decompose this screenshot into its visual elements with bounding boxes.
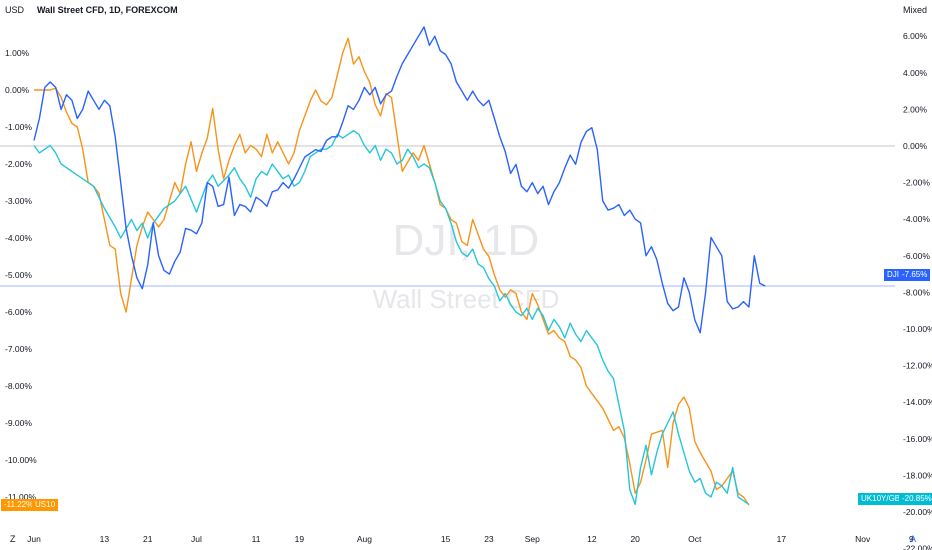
uk-value-badge: -20.85% [899,493,932,505]
left-tick-label: -11.00% [5,492,36,502]
right-tick-label: 4.00% [903,68,928,78]
x-tick-label: Jul [191,534,202,544]
watermark-symbol: DJI, 1D [393,216,540,265]
x-tick-label: 11 [252,534,261,544]
left-tick-label: -2.00% [5,159,32,169]
x-tick-label: 9 [909,534,914,544]
left-tick-label: -4.00% [5,233,32,243]
right-tick-label: 6.00% [903,31,928,41]
x-tick-label: Sep [525,534,540,544]
right-tick-label: -8.00% [903,287,930,297]
x-tick-label: Jun [27,534,41,544]
right-tick-label: -18.00% [903,470,932,480]
left-axis: 1.00% 0.00% -1.00% -2.00% -3.00% -4.00% -5.00%… [5,48,37,502]
series-line-uk10y-gbp[interactable] [33,130,750,506]
right-tick-label: -14.00% [903,397,932,407]
right-tick-label: -10.00% [903,324,932,334]
left-tick-label: -5.00% [5,270,32,280]
left-tick-label: 0.00% [5,85,30,95]
x-tick-label: Oct [688,534,702,544]
left-tick-label: -7.00% [5,344,32,354]
x-tick-label: 12 [587,534,597,544]
left-tick-label: -1.00% [5,122,32,132]
chart-title[interactable]: Wall Street CFD, 1D, FOREXCOM [37,5,178,15]
right-tick-label: 2.00% [903,104,928,114]
x-tick-label: 19 [295,534,305,544]
x-axis: Jun1321Jul1119Aug1523Sep1220Oct17Nov9Dec [27,534,914,544]
reference-lines [0,145,895,287]
x-tick-label: 20 [630,534,640,544]
right-tick-label: -22.00% [903,544,932,550]
zoom-toggle[interactable]: Z [10,534,16,544]
left-tick-label: -8.00% [5,381,32,391]
x-tick-label: 21 [143,534,153,544]
us-name-badge: US10 [32,499,59,511]
right-tick-label: -12.00% [903,361,932,371]
x-tick-label: Nov [855,534,871,544]
x-tick-label: 23 [484,534,494,544]
right-tick-label: -20.00% [903,507,932,517]
x-tick-label: Aug [357,534,372,544]
series-line-us10[interactable] [34,37,750,506]
left-tick-label: -10.00% [5,455,37,465]
right-axis: 6.00% 4.00% 2.00% 0.00% -2.00% -4.00% -6.00% -8… [903,31,932,550]
uk-name-badge: UK10Y/GBP [858,493,909,505]
auto-scale-toggle[interactable]: A [910,534,917,544]
right-tick-label: -4.00% [903,214,930,224]
left-tick-label: -3.00% [5,196,32,206]
x-tick-label: 13 [100,534,110,544]
right-tick-label: -6.00% [903,251,930,261]
right-tick-label: 0.00% [903,141,928,151]
x-tick-label: 15 [441,534,451,544]
left-tick-label: 1.00% [5,48,30,58]
left-tick-label: -9.00% [5,418,32,428]
series-line-dji[interactable] [33,26,766,334]
right-axis-unit[interactable]: Mixed [903,5,928,15]
left-tick-label: -6.00% [5,307,32,317]
watermark-name: Wall Street CFD [373,284,560,314]
right-tick-label: -2.00% [903,178,930,188]
right-tick-label: -16.00% [903,434,932,444]
dji-name-badge: DJI [884,269,902,281]
x-tick-label: 17 [777,534,787,544]
dji-value-badge: -7.65% [899,269,931,281]
series-layer [33,26,766,506]
us-value-badge: -11.22% [1,499,37,511]
left-axis-unit: USD [5,5,25,15]
